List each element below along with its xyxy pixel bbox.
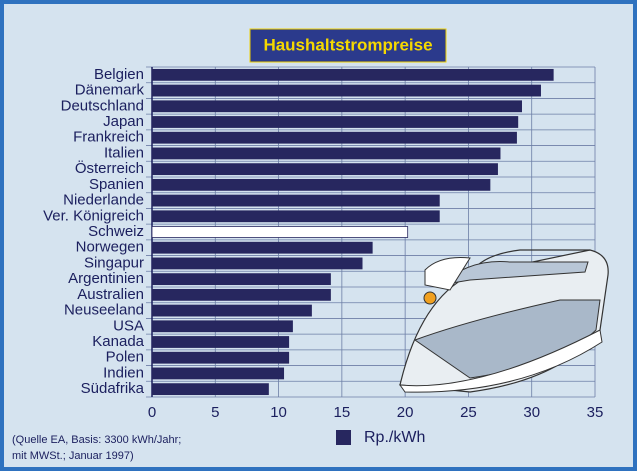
category-label: Niederlande — [63, 192, 144, 209]
bar — [152, 242, 372, 253]
category-label: Schweiz — [88, 223, 144, 240]
bar — [152, 85, 541, 96]
category-label: Ver. Königreich — [43, 207, 144, 224]
category-label: Österreich — [75, 159, 144, 177]
x-tick-label: 0 — [148, 404, 156, 421]
bar — [152, 274, 330, 285]
bar — [152, 384, 268, 395]
legend-swatch — [336, 430, 351, 445]
bar — [152, 352, 289, 363]
x-tick-label: 35 — [587, 404, 604, 421]
bar — [152, 368, 284, 379]
bar — [152, 148, 500, 159]
bar — [152, 289, 330, 300]
x-tick-label: 30 — [523, 404, 540, 421]
category-label: Südafrika — [81, 380, 145, 397]
category-label: Deutschland — [61, 97, 144, 114]
source-note: mit MWSt.; Januar 1997) — [12, 450, 134, 462]
bar — [152, 337, 289, 348]
x-tick-label: 10 — [270, 404, 287, 421]
category-label: USA — [113, 317, 144, 334]
bar — [152, 132, 517, 143]
bar — [152, 321, 292, 332]
bar — [152, 305, 311, 316]
category-label: Argentinien — [68, 270, 144, 287]
category-label: Indien — [103, 364, 144, 381]
chart: Haushaltstrompreise 0 5 10 15 20 25 30 35 Belgie… — [0, 0, 637, 471]
bar — [152, 227, 408, 238]
category-label: Spanien — [89, 176, 144, 193]
chart-title: Haushaltstrompreise — [263, 35, 432, 54]
x-tick-label: 25 — [460, 404, 477, 421]
category-label: Singapur — [84, 254, 144, 271]
x-tick-label: 5 — [211, 404, 219, 421]
bar — [152, 258, 362, 269]
source-note: (Quelle EA, Basis: 3300 kWh/Jahr; — [12, 434, 181, 446]
bar — [152, 69, 553, 80]
x-tick-label: 15 — [334, 404, 351, 421]
bar — [152, 211, 439, 222]
category-label: Norwegen — [76, 239, 144, 256]
category-label: Polen — [106, 349, 144, 366]
category-label: Italien — [104, 144, 144, 161]
category-label: Neuseeland — [64, 302, 144, 319]
bar — [152, 117, 518, 128]
category-label: Kanada — [92, 333, 144, 350]
x-tick-label: 20 — [397, 404, 414, 421]
category-label: Australien — [77, 286, 144, 303]
category-label: Japan — [103, 113, 144, 130]
category-label: Belgien — [94, 66, 144, 83]
bar — [152, 179, 490, 190]
category-label: Dänemark — [75, 82, 145, 99]
legend-label: Rp./kWh — [364, 429, 425, 446]
bar — [152, 101, 522, 112]
bar — [152, 195, 439, 206]
bar — [152, 164, 498, 175]
category-label: Frankreich — [73, 129, 144, 146]
